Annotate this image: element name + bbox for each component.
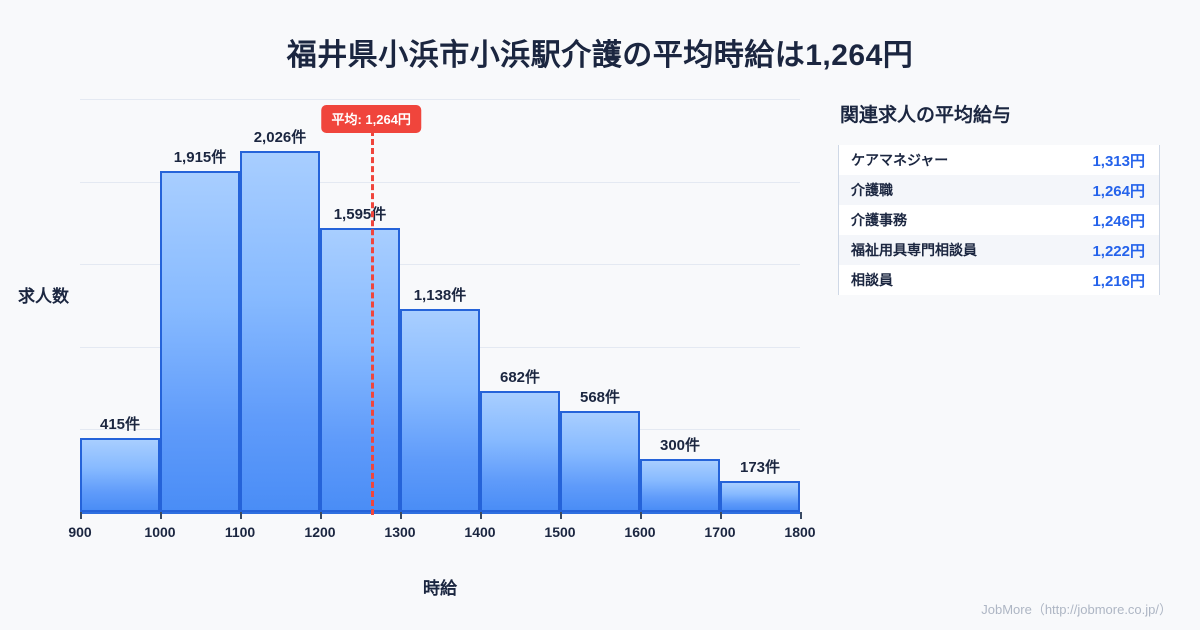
table-row: 福祉用具専門相談員 1,222円: [839, 235, 1159, 265]
bar: [720, 481, 800, 512]
x-tick-mark: [720, 512, 722, 519]
bar-value-label: 2,026件: [253, 129, 307, 147]
x-tick-mark: [80, 512, 82, 519]
bar: [240, 151, 320, 512]
salary-job-name: 介護事務: [851, 212, 907, 228]
x-tick-label: 900: [68, 524, 92, 540]
table-row: 相談員 1,216円: [839, 265, 1159, 295]
salary-job-name: 福祉用具専門相談員: [851, 242, 977, 258]
footer-credit: JobMore（http://jobmore.co.jp/）: [981, 602, 1172, 617]
x-axis-line: [80, 512, 801, 514]
salary-amount: 1,313円: [1092, 152, 1145, 170]
x-tick-label: 1400: [464, 524, 496, 540]
x-tick-label: 1500: [544, 524, 576, 540]
x-tick-mark: [320, 512, 322, 519]
bar-value-label: 1,138件: [413, 287, 467, 305]
related-salary-table: ケアマネジャー 1,313円介護職 1,264円介護事務 1,246円福祉用具専門相談…: [838, 145, 1160, 295]
salary-job-name: 相談員: [851, 272, 893, 288]
chart-bars: 415件 1,915件 2,026件 1,595件 1,138件 682件 568件 300件…: [80, 99, 800, 512]
bar-value-label: 300件: [659, 436, 701, 454]
salary-amount: 1,222円: [1092, 242, 1145, 260]
x-tick-label: 1000: [144, 524, 176, 540]
x-tick-label: 1600: [624, 524, 656, 540]
x-tick-label: 1300: [384, 524, 416, 540]
bar: [320, 228, 400, 512]
gridline: [80, 99, 800, 100]
x-tick-label: 1200: [304, 524, 336, 540]
histogram-chart: 415件 1,915件 2,026件 1,595件 1,138件 682件 568件 300件…: [18, 99, 816, 598]
table-row: ケアマネジャー 1,313円: [839, 145, 1159, 175]
salary-amount: 1,264円: [1092, 182, 1145, 200]
related-salary-panel: 関連求人の平均給与 ケアマネジャー 1,313円介護職 1,264円介護事務 1,24…: [838, 100, 1160, 295]
salary-job-name: ケアマネジャー: [851, 152, 949, 168]
gridline: [80, 264, 800, 266]
gridline: [80, 181, 800, 183]
bar-value-label: 415件: [99, 416, 141, 434]
bar-value-label: 1,915件: [173, 149, 227, 167]
x-axis-title: 時給: [423, 579, 457, 598]
bar: [640, 458, 720, 512]
bar: [160, 171, 240, 512]
table-row: 介護職 1,264円: [839, 175, 1159, 205]
bar: [400, 309, 480, 512]
bar: [560, 410, 640, 512]
x-tick-label: 1100: [224, 524, 256, 540]
x-tick-mark: [480, 512, 482, 519]
x-tick-mark: [400, 512, 402, 519]
x-tick-label: 1800: [784, 524, 816, 540]
x-tick-mark: [160, 512, 162, 519]
x-tick-mark: [640, 512, 642, 519]
x-tick-mark: [560, 512, 562, 519]
bar-value-label: 173件: [739, 459, 781, 477]
salary-amount: 1,246円: [1092, 212, 1145, 230]
salary-amount: 1,216円: [1092, 272, 1145, 290]
bar-value-label: 1,595件: [333, 206, 387, 224]
bar: [480, 390, 560, 512]
related-salary-title: 関連求人の平均給与: [840, 105, 1012, 126]
average-line: [371, 130, 375, 515]
x-tick-label: 1700: [704, 524, 736, 540]
x-tick-mark: [800, 512, 802, 519]
average-badge: 平均: 1,264円: [321, 105, 421, 133]
y-axis-title: 求人数: [18, 287, 69, 306]
table-row: 介護事務 1,246円: [839, 205, 1159, 235]
page-title: 福井県小浜市小浜駅介護の平均時給は1,264円: [286, 39, 914, 72]
salary-job-name: 介護職: [851, 182, 893, 198]
bar-value-label: 682件: [499, 368, 541, 386]
bar: [80, 438, 160, 512]
bar-value-label: 568件: [579, 388, 621, 406]
x-tick-mark: [240, 512, 242, 519]
